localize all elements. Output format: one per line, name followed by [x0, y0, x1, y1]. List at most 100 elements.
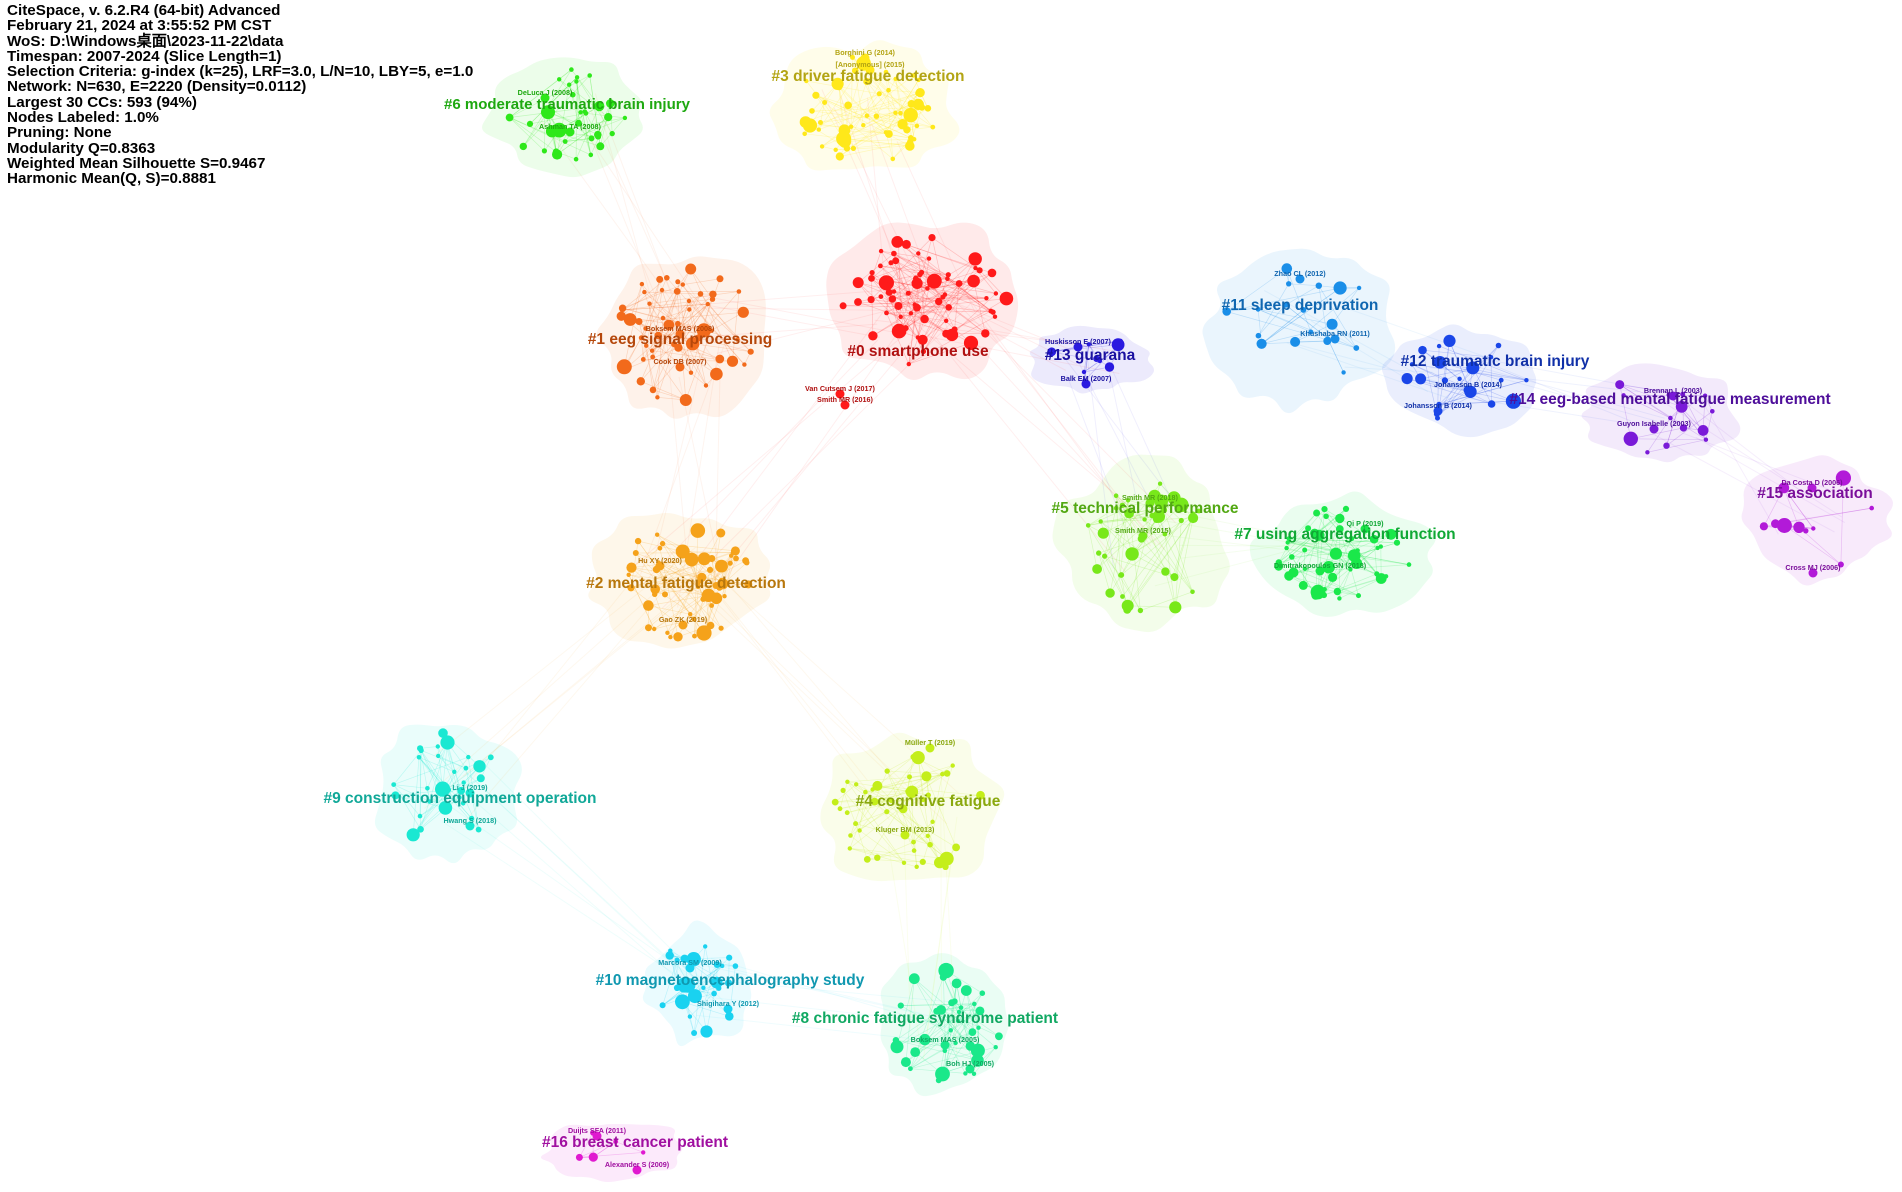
reference-node[interactable] [604, 113, 613, 122]
reference-node[interactable] [680, 978, 696, 993]
reference-node[interactable] [967, 274, 980, 288]
reference-node[interactable] [445, 787, 452, 793]
reference-node[interactable] [687, 1014, 693, 1019]
reference-node[interactable] [870, 797, 879, 806]
reference-node[interactable] [965, 1041, 975, 1051]
reference-node[interactable] [1441, 377, 1448, 384]
reference-node[interactable] [649, 348, 655, 353]
reference-node[interactable] [901, 860, 907, 865]
reference-node[interactable] [680, 954, 689, 963]
reference-node[interactable] [644, 343, 649, 348]
reference-node[interactable] [884, 310, 889, 316]
reference-node[interactable] [1623, 431, 1639, 446]
reference-node[interactable] [716, 985, 722, 991]
reference-node[interactable] [1369, 534, 1379, 544]
reference-node[interactable] [984, 296, 989, 301]
reference-node[interactable] [665, 951, 674, 960]
reference-node[interactable] [925, 833, 930, 839]
reference-node[interactable] [545, 125, 559, 138]
reference-node[interactable] [710, 976, 723, 989]
reference-node[interactable] [854, 782, 859, 787]
reference-node[interactable] [930, 819, 935, 824]
reference-node[interactable] [457, 786, 466, 795]
reference-node[interactable] [692, 633, 697, 639]
reference-node[interactable] [716, 275, 724, 283]
reference-node[interactable] [642, 289, 647, 295]
reference-node[interactable] [643, 600, 654, 611]
reference-node[interactable] [948, 999, 956, 1007]
reference-node[interactable] [890, 1040, 904, 1054]
reference-node[interactable] [418, 747, 424, 754]
cited-reference-node[interactable] [723, 1004, 733, 1014]
cluster-label-c15[interactable]: #15 association [1757, 485, 1872, 502]
reference-node[interactable] [1615, 380, 1625, 390]
cited-reference-node[interactable] [1649, 424, 1659, 434]
reference-node[interactable] [973, 265, 978, 271]
reference-node[interactable] [885, 130, 893, 138]
reference-node[interactable] [1047, 347, 1057, 357]
reference-node[interactable] [852, 67, 859, 74]
reference-node[interactable] [594, 101, 605, 112]
reference-node[interactable] [868, 275, 875, 282]
reference-node[interactable] [1313, 509, 1321, 517]
reference-node[interactable] [1190, 589, 1195, 595]
reference-node[interactable] [1105, 588, 1115, 598]
reference-node[interactable] [747, 348, 754, 355]
reference-node[interactable] [722, 594, 727, 599]
reference-node[interactable] [575, 1153, 583, 1161]
reference-node[interactable] [1337, 596, 1342, 601]
reference-node[interactable] [1487, 400, 1496, 408]
reference-node[interactable] [968, 252, 982, 266]
reference-node[interactable] [861, 123, 866, 128]
reference-node[interactable] [435, 781, 451, 797]
reference-node[interactable] [588, 1152, 598, 1162]
reference-node[interactable] [416, 755, 422, 760]
reference-node[interactable] [1298, 580, 1308, 590]
reference-node[interactable] [1375, 573, 1387, 584]
reference-node[interactable] [972, 1001, 977, 1007]
reference-node[interactable] [819, 144, 825, 149]
reference-node[interactable] [928, 234, 936, 242]
reference-node[interactable] [726, 954, 733, 961]
reference-node[interactable] [1286, 536, 1291, 541]
reference-node[interactable] [654, 331, 662, 340]
cited-reference-node[interactable] [1315, 566, 1325, 576]
cited-reference-node[interactable] [1808, 568, 1818, 578]
reference-node[interactable] [1524, 378, 1529, 383]
reference-node[interactable] [675, 544, 690, 559]
reference-node[interactable] [902, 325, 909, 332]
reference-node[interactable] [927, 282, 932, 287]
reference-node[interactable] [971, 1054, 984, 1067]
reference-node[interactable] [942, 292, 948, 297]
reference-node[interactable] [857, 828, 862, 833]
cluster-label-c4[interactable]: #4 cognitive fatigue [856, 793, 1001, 810]
reference-node[interactable] [588, 152, 594, 158]
reference-node[interactable] [391, 782, 397, 787]
reference-node[interactable] [1285, 540, 1290, 545]
reference-node[interactable] [1302, 547, 1308, 553]
reference-node[interactable] [848, 124, 854, 129]
reference-node[interactable] [891, 289, 897, 294]
reference-node[interactable] [742, 362, 747, 367]
cited-reference-node[interactable] [1073, 342, 1083, 352]
reference-node[interactable] [910, 73, 916, 78]
reference-node[interactable] [684, 552, 699, 567]
reference-node[interactable] [673, 632, 683, 642]
reference-node[interactable] [570, 91, 576, 98]
reference-node[interactable] [697, 291, 704, 297]
reference-node[interactable] [1113, 493, 1119, 499]
reference-node[interactable] [687, 989, 702, 1004]
reference-node[interactable] [1335, 525, 1344, 533]
reference-node[interactable] [960, 985, 972, 996]
reference-node[interactable] [703, 944, 708, 949]
reference-node[interactable] [903, 107, 918, 123]
cited-reference-node[interactable] [1138, 531, 1148, 541]
reference-node[interactable] [987, 268, 997, 278]
reference-node[interactable] [1119, 502, 1126, 508]
reference-node[interactable] [1120, 594, 1125, 599]
reference-node[interactable] [688, 612, 693, 617]
reference-node[interactable] [1086, 342, 1092, 347]
reference-node[interactable] [575, 119, 582, 127]
reference-node[interactable] [1418, 345, 1427, 355]
reference-node[interactable] [487, 754, 494, 761]
